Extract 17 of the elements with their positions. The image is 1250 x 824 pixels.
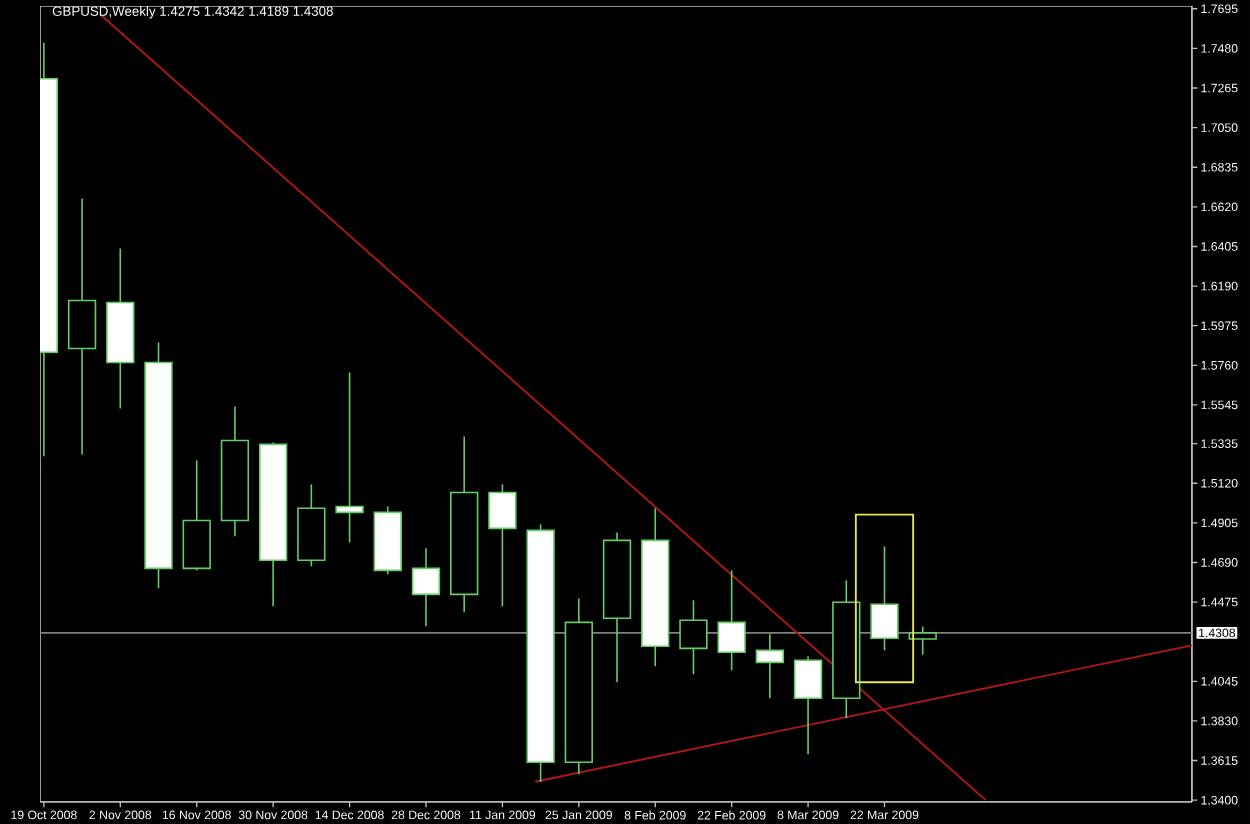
candlestick bbox=[641, 507, 670, 668]
candlestick bbox=[602, 531, 632, 684]
candlestick bbox=[106, 247, 135, 410]
candlestick bbox=[335, 371, 364, 544]
candlestick bbox=[755, 633, 785, 700]
candlestick bbox=[793, 655, 823, 756]
candlestick bbox=[67, 197, 97, 456]
candlestick bbox=[373, 505, 402, 576]
candlestick bbox=[908, 625, 937, 656]
candlestick bbox=[679, 599, 708, 676]
candlestick bbox=[832, 579, 861, 719]
candlestick bbox=[450, 435, 479, 614]
candlestick bbox=[717, 569, 746, 672]
candlestick bbox=[564, 597, 593, 775]
candlestick bbox=[144, 341, 173, 590]
candlestick bbox=[220, 405, 250, 538]
candlestick bbox=[411, 547, 441, 628]
